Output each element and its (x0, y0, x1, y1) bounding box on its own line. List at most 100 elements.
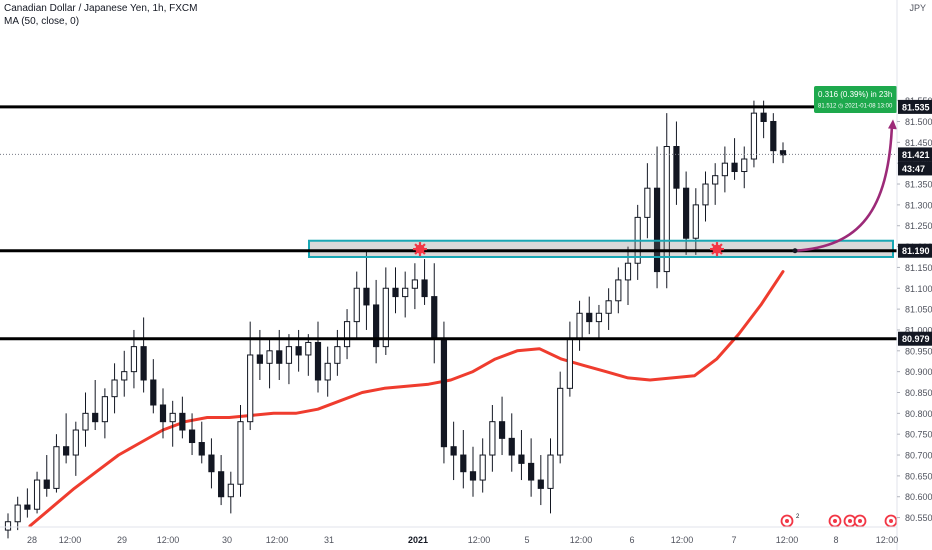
y-tick-label: 80.600 (905, 492, 932, 502)
candle (392, 267, 399, 314)
candle (179, 396, 186, 439)
projection-arrow[interactable] (794, 125, 894, 253)
ma-line (28, 270, 785, 528)
projection-start-point[interactable] (792, 248, 798, 254)
icon-dot (858, 519, 862, 523)
candle (469, 446, 477, 497)
candle (363, 250, 370, 330)
x-tick-label: 12:00 (876, 535, 899, 545)
x-tick-label: 5 (524, 535, 529, 545)
candle-body (72, 429, 79, 456)
candle-body (295, 346, 302, 356)
candle (150, 359, 157, 414)
candle-body (440, 337, 448, 448)
candle-body (43, 479, 50, 489)
projection-label[interactable]: 0.316 (0.39%) in 23h 81.512 ◷ 2021-01-08 … (814, 86, 897, 113)
price-tag-bottom-bg (898, 331, 932, 346)
candle (411, 263, 418, 310)
candle (72, 421, 79, 476)
y-tick-label: 80.950 (905, 346, 932, 356)
y-tick-label: 81.050 (905, 305, 932, 315)
economic-event-icon[interactable] (780, 514, 794, 528)
x-tick-label: 12:00 (776, 535, 799, 545)
candle (402, 271, 409, 318)
candle-body (101, 396, 108, 423)
candle (237, 405, 244, 497)
x-tick-label: 2021 (408, 535, 428, 545)
y-tick-label: 80.750 (905, 430, 932, 440)
price-tag-zone[interactable]: 81.190 (898, 243, 932, 258)
x-tick-label: 7 (731, 535, 736, 545)
candle (159, 388, 167, 439)
candle (285, 334, 293, 385)
candle-body (469, 471, 477, 481)
economic-event-icon[interactable] (828, 514, 842, 528)
candle (518, 430, 525, 481)
candle-body (537, 479, 544, 489)
icon-dot (889, 519, 893, 523)
candle (750, 100, 758, 168)
y-tick-label: 80.650 (905, 471, 932, 481)
candle (373, 279, 380, 364)
price-tag-last[interactable]: 81.421 (898, 147, 932, 162)
x-tick-label: 12:00 (468, 535, 491, 545)
x-tick-label: 31 (324, 535, 334, 545)
ma-layer (28, 270, 785, 528)
price-tag-bottom[interactable]: 80.979 (898, 331, 932, 346)
horizontal-levels[interactable] (0, 105, 897, 341)
support-resistance-zone[interactable] (308, 239, 894, 258)
indicator-legend[interactable]: MA (50, close, 0) (4, 16, 80, 27)
y-tick-label: 80.900 (905, 367, 932, 377)
price-tag-countdown[interactable]: 43:47 (898, 161, 932, 176)
japan-flag-icon[interactable] (884, 514, 898, 528)
touch-marker-icon (710, 242, 724, 257)
price-tag-zone-bg (898, 243, 932, 258)
candle (266, 338, 273, 389)
candle-body (150, 379, 157, 406)
y-tick-label: 81.000 (905, 325, 932, 335)
x-tick-label: 12:00 (570, 535, 593, 545)
candle (508, 413, 515, 472)
x-tick-label: 8 (833, 535, 838, 545)
candle-body (586, 312, 593, 323)
candle (218, 455, 225, 506)
candle-body (353, 287, 360, 323)
candle-body (692, 204, 699, 239)
x-tick-label: 28 (27, 535, 37, 545)
candle-body (130, 346, 138, 373)
candle (314, 321, 322, 393)
economic-event-icon[interactable] (853, 514, 867, 528)
price-tag-top[interactable]: 81.535 (898, 99, 932, 114)
candle (692, 188, 699, 255)
price-tag-countdown-bg (898, 161, 932, 176)
candle-body (24, 504, 31, 510)
candle-body (218, 471, 225, 498)
candle-body (760, 112, 767, 122)
chart-title: Canadian Dollar / Japanese Yen, 1h, FXCM (4, 3, 198, 14)
y-tick-label: 80.700 (905, 451, 932, 461)
candle (353, 271, 360, 339)
price-tag-top-text: 81.535 (902, 102, 930, 112)
candle (537, 455, 544, 506)
candle-body (392, 287, 399, 298)
candle (528, 438, 535, 497)
candle (595, 304, 603, 339)
candle-body (324, 362, 331, 381)
candle (382, 267, 389, 355)
candle-body (431, 296, 438, 339)
candle-body (188, 429, 196, 444)
candle (673, 121, 680, 205)
currency-label: JPY (909, 3, 926, 13)
candle-body (343, 321, 351, 348)
candle-body (82, 412, 89, 431)
y-tick-label: 80.850 (905, 388, 932, 398)
candle (111, 363, 118, 414)
candle (440, 321, 448, 464)
candle-body (198, 442, 205, 456)
candle-body (683, 187, 690, 239)
candle-body (111, 379, 118, 398)
candle-body (702, 183, 709, 206)
candle (498, 396, 506, 456)
candle-body (363, 287, 370, 306)
